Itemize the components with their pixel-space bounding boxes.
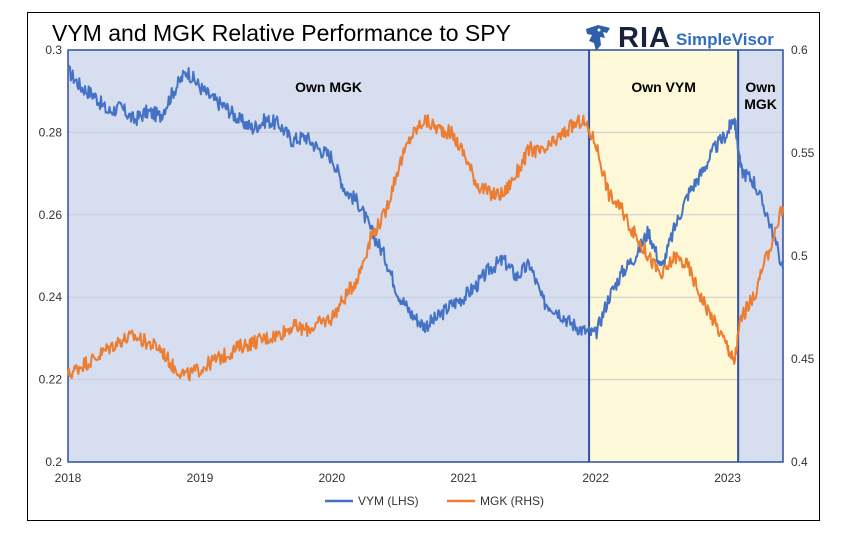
region-shading-2 [738,50,783,462]
y-right-tick-label-1: 0.45 [791,352,815,366]
y-left-tick-label-1: 0.22 [39,373,63,387]
x-tick-label-2: 2020 [318,471,345,485]
region-shading-1 [589,50,739,462]
region-label-1: Own VYM [631,79,696,95]
x-tick-label-0: 2018 [55,471,82,485]
legend-label-mgk: MGK (RHS) [480,494,544,508]
y-left-tick-label-4: 0.28 [39,125,63,139]
ria-simplevisor-logo: RIA SimpleVisor [583,22,774,54]
region-label-0: Own MGK [295,79,362,95]
region-label-line: Own VYM [631,79,696,95]
region-label-line: Own MGK [295,79,362,95]
logo-ria-text: RIA [618,21,671,54]
x-tick-label-3: 2021 [450,471,477,485]
y-right-tick-label-3: 0.55 [791,146,815,160]
series-line-vym [67,65,784,340]
region-label-line: MGK [744,96,777,112]
x-tick-label-5: 2023 [714,471,741,485]
region-label-2: Own MGK [744,79,777,112]
region-label-line: Own [745,79,775,95]
y-left-tick-label-5: 0.3 [45,43,62,57]
chart-title: VYM and MGK Relative Performance to SPY [52,20,511,46]
x-tick-label-4: 2022 [582,471,609,485]
y-left-tick-label-2: 0.24 [39,290,63,304]
x-tick-label-1: 2019 [187,471,214,485]
y-right-tick-label-2: 0.5 [791,249,808,263]
y-left-tick-label-3: 0.26 [39,208,63,222]
y-left-tick-label-0: 0.2 [45,455,62,469]
y-right-tick-label-4: 0.6 [791,43,808,57]
legend-label-vym: VYM (LHS) [358,494,419,508]
series-line-mgk [67,114,784,382]
logo-simplevisor-text: SimpleVisor [675,30,774,49]
y-right-tick-label-0: 0.4 [791,455,808,469]
plot-border [67,49,784,463]
eagle-icon [586,25,610,51]
